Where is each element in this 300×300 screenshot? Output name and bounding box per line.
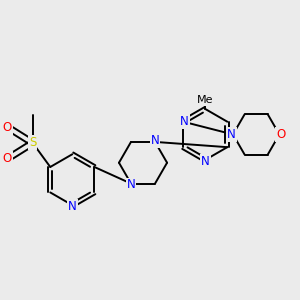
Text: N: N [180,115,189,128]
Text: O: O [3,121,12,134]
Text: N: N [68,200,77,212]
Text: N: N [151,134,159,147]
Text: N: N [201,155,210,168]
Text: O: O [3,152,12,165]
Text: N: N [227,128,236,141]
Text: O: O [276,128,285,141]
Text: Me: Me [197,95,214,105]
Text: N: N [127,178,135,191]
Text: S: S [29,136,36,149]
